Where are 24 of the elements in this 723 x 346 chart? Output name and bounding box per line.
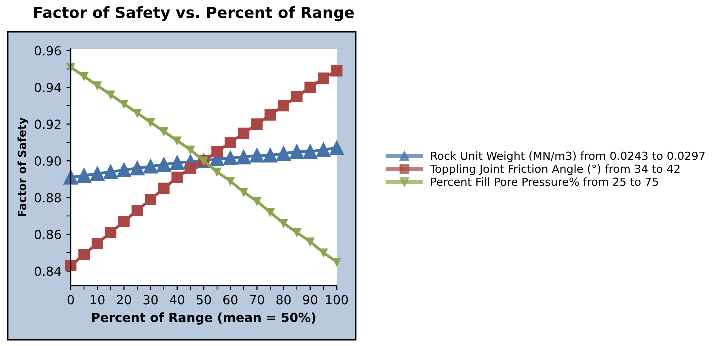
x-tick-label: 60: [224, 295, 238, 305]
y-tick-label: 0.90: [34, 156, 62, 166]
y-tick-label: 0.84: [34, 266, 62, 276]
chart-title: Factor of Safety vs. Percent of Range: [34, 6, 354, 22]
y-tick-label: 0.92: [34, 120, 61, 130]
x-tick-label: 20: [117, 295, 132, 305]
x-tick-label: 30: [144, 295, 158, 305]
y-tick-label: 0.94: [34, 83, 62, 93]
x-tick-label: 90: [303, 295, 318, 305]
y-axis-title: Factor of Safety: [18, 118, 29, 217]
legend-label: Toppling Joint Friction Angle (°) from 34 to 42: [430, 164, 680, 176]
x-tick-label: 80: [276, 295, 291, 305]
y-tick-label: 0.88: [34, 193, 62, 203]
x-tick-label: 100: [326, 295, 348, 305]
x-tick-label: 70: [250, 295, 264, 305]
legend-label: Rock Unit Weight (MN/m3) from 0.0243 to 0.0297: [431, 152, 705, 162]
x-tick-label: 50: [197, 295, 212, 305]
x-tick-label: 10: [91, 295, 105, 305]
y-tick-label: 0.96: [34, 46, 62, 56]
legend-label: Percent Fill Pore Pressure% from 25 to 75: [431, 178, 658, 186]
x-tick-label: 40: [170, 295, 185, 305]
x-tick-label: 0: [68, 295, 74, 305]
y-tick-label: 0.86: [34, 230, 62, 240]
x-axis-title: Percent of Range (mean = 50%): [92, 312, 316, 325]
